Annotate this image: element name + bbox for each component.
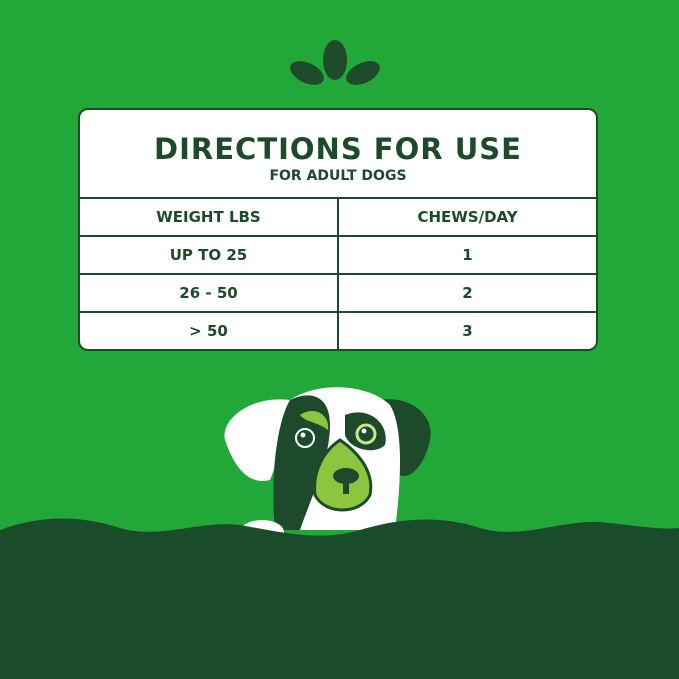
table-title: DIRECTIONS FOR USE: [154, 132, 522, 166]
directions-table: DIRECTIONS FOR USE FOR ADULT DOGS WEIGHT…: [78, 108, 598, 351]
header-row: WEIGHT LBS CHEWS/DAY: [80, 199, 596, 237]
chews-cell: 2: [462, 284, 473, 302]
chews-cell: 3: [462, 322, 473, 340]
header-chews: CHEWS/DAY: [417, 208, 518, 226]
leaf-logo-icon: [290, 40, 380, 85]
header-weight: WEIGHT LBS: [80, 199, 339, 235]
weight-cell: UP TO 25: [80, 237, 339, 273]
table-row: UP TO 25 1: [80, 237, 596, 275]
weight-cell: 26 - 50: [80, 275, 339, 311]
chews-cell: 1: [462, 246, 473, 264]
table-row: > 50 3: [80, 313, 596, 349]
dog-illustration: [0, 387, 679, 679]
weight-cell: > 50: [80, 313, 339, 349]
table-subtitle: FOR ADULT DOGS: [269, 168, 407, 184]
table-row: 26 - 50 2: [80, 275, 596, 313]
